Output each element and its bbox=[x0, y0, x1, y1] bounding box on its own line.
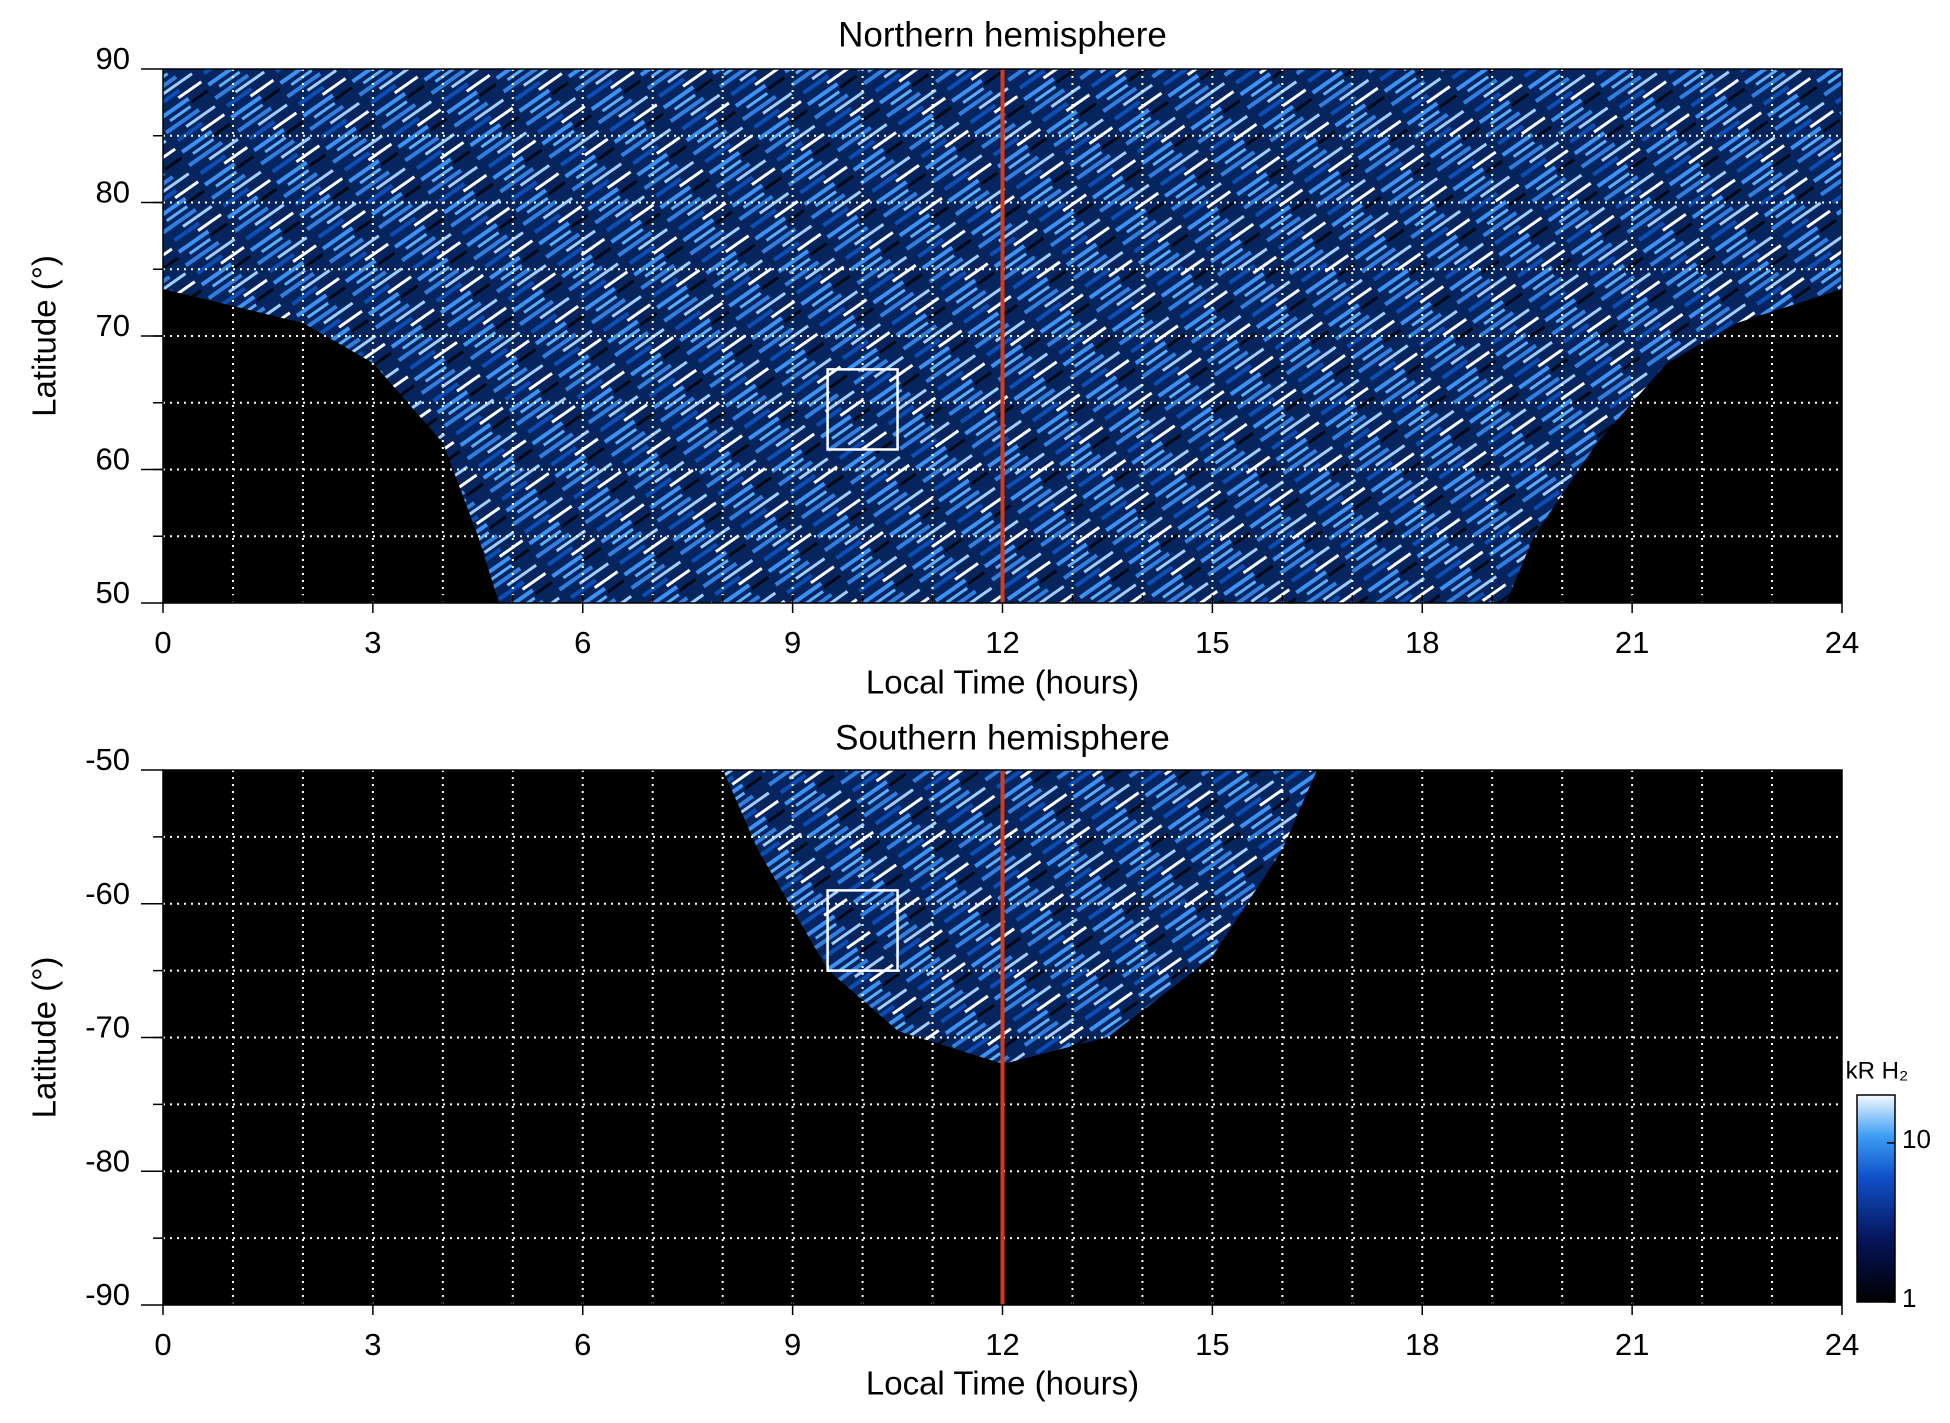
y-tick-label: 80 bbox=[96, 175, 130, 210]
x-tick-label: 12 bbox=[985, 1327, 1019, 1362]
x-tick-label: 0 bbox=[154, 1327, 171, 1362]
y-axis-label: Latitude (°) bbox=[26, 255, 63, 417]
x-tick-label: 12 bbox=[985, 625, 1019, 660]
y-tick-label: -60 bbox=[85, 876, 130, 911]
x-tick-label: 6 bbox=[574, 625, 591, 660]
colorbar-tick-label: 10 bbox=[1902, 1124, 1931, 1154]
x-tick-label: 6 bbox=[574, 1327, 591, 1362]
x-tick-label: 15 bbox=[1195, 625, 1229, 660]
y-tick-label: 70 bbox=[96, 308, 130, 343]
chart-title: Northern hemisphere bbox=[838, 15, 1167, 54]
x-tick-label: 3 bbox=[364, 1327, 381, 1362]
x-tick-label: 0 bbox=[154, 625, 171, 660]
region-box bbox=[826, 889, 899, 972]
x-tick-label: 21 bbox=[1615, 625, 1649, 660]
colorbar-tick-label: 1 bbox=[1902, 1283, 1916, 1313]
y-axis-label: Latitude (°) bbox=[26, 957, 63, 1119]
x-tick-label: 15 bbox=[1195, 1327, 1229, 1362]
x-tick-label: 24 bbox=[1825, 625, 1859, 660]
emission-region bbox=[723, 770, 1317, 1064]
colorbar-label: kR H₂ bbox=[1846, 1057, 1909, 1084]
x-tick-label: 9 bbox=[784, 625, 801, 660]
x-axis-label: Local Time (hours) bbox=[866, 1365, 1139, 1402]
y-tick-label: 50 bbox=[96, 575, 130, 610]
x-tick-label: 21 bbox=[1615, 1327, 1649, 1362]
x-axis-label: Local Time (hours) bbox=[866, 664, 1139, 701]
y-tick-label: -50 bbox=[85, 742, 130, 777]
x-tick-label: 18 bbox=[1405, 1327, 1439, 1362]
colorbar bbox=[1856, 1094, 1896, 1303]
chart-title: Southern hemisphere bbox=[835, 718, 1170, 757]
x-tick-label: 3 bbox=[364, 625, 381, 660]
y-tick-label: 90 bbox=[96, 41, 130, 76]
y-tick-label: -80 bbox=[85, 1143, 130, 1178]
y-tick-label: 60 bbox=[96, 442, 130, 477]
x-tick-label: 18 bbox=[1405, 625, 1439, 660]
y-tick-label: -90 bbox=[85, 1277, 130, 1312]
y-tick-label: -70 bbox=[85, 1010, 130, 1045]
x-tick-label: 24 bbox=[1825, 1327, 1859, 1362]
x-tick-label: 9 bbox=[784, 1327, 801, 1362]
region-box bbox=[826, 368, 899, 451]
